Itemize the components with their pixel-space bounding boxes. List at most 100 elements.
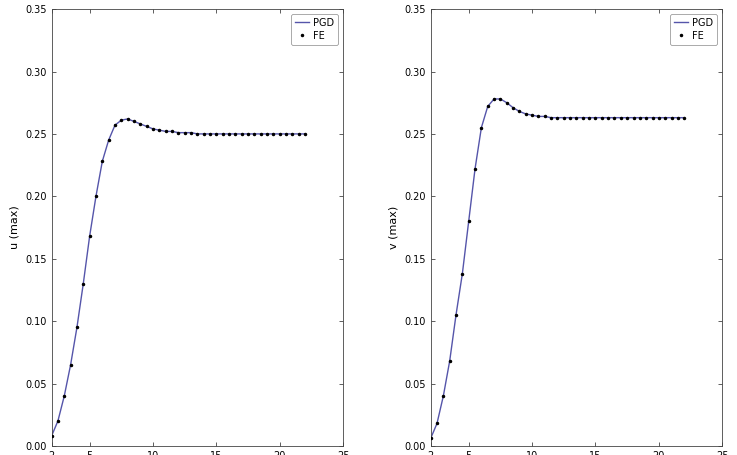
FE — [503, 100, 511, 106]
PGD — [433, 421, 441, 426]
FE — [47, 433, 56, 439]
PGD — [547, 115, 556, 121]
PGD — [458, 271, 467, 276]
PGD — [47, 433, 56, 439]
FE — [521, 111, 530, 116]
FE — [72, 324, 81, 330]
PGD — [174, 130, 183, 136]
FE — [60, 393, 69, 399]
FE — [98, 159, 107, 164]
FE — [458, 271, 467, 276]
PGD — [250, 131, 259, 136]
FE — [496, 96, 505, 101]
FE — [534, 114, 543, 119]
PGD — [262, 131, 271, 136]
PGD — [104, 137, 113, 143]
PGD — [642, 115, 651, 121]
Legend: PGD, FE: PGD, FE — [670, 14, 717, 45]
FE — [515, 109, 524, 114]
Y-axis label: u (max): u (max) — [10, 206, 20, 249]
PGD — [635, 115, 644, 121]
PGD — [553, 115, 562, 121]
PGD — [604, 115, 612, 121]
FE — [680, 115, 688, 121]
FE — [635, 115, 644, 121]
FE — [566, 115, 575, 121]
Y-axis label: v (max): v (max) — [388, 206, 399, 249]
Line: PGD: PGD — [52, 119, 305, 436]
FE — [91, 193, 100, 199]
PGD — [161, 129, 170, 134]
FE — [667, 115, 676, 121]
PGD — [667, 115, 676, 121]
PGD — [123, 116, 132, 121]
FE — [231, 131, 240, 136]
FE — [572, 115, 581, 121]
FE — [161, 129, 170, 134]
PGD — [521, 111, 530, 116]
FE — [218, 131, 227, 136]
FE — [553, 115, 562, 121]
PGD — [598, 115, 607, 121]
PGD — [445, 358, 454, 364]
PGD — [193, 131, 202, 136]
Line: PGD: PGD — [430, 99, 684, 439]
PGD — [186, 130, 195, 136]
FE — [598, 115, 607, 121]
PGD — [661, 115, 670, 121]
FE — [256, 131, 265, 136]
PGD — [566, 115, 575, 121]
FE — [142, 124, 151, 129]
FE — [269, 131, 278, 136]
PGD — [572, 115, 581, 121]
FE — [276, 131, 284, 136]
PGD — [85, 233, 94, 239]
FE — [674, 115, 682, 121]
PGD — [98, 159, 107, 164]
FE — [130, 119, 139, 124]
FE — [654, 115, 663, 121]
PGD — [199, 131, 208, 136]
FE — [489, 96, 498, 101]
FE — [85, 233, 94, 239]
PGD — [269, 131, 278, 136]
PGD — [584, 115, 593, 121]
PGD — [591, 115, 600, 121]
FE — [244, 131, 253, 136]
PGD — [91, 193, 100, 199]
PGD — [282, 131, 290, 136]
FE — [579, 115, 587, 121]
PGD — [66, 362, 75, 368]
PGD — [654, 115, 663, 121]
PGD — [218, 131, 227, 136]
FE — [610, 115, 619, 121]
FE — [155, 127, 164, 133]
FE — [186, 130, 195, 136]
FE — [445, 358, 454, 364]
PGD — [288, 131, 297, 136]
PGD — [155, 127, 164, 133]
FE — [199, 131, 208, 136]
FE — [629, 115, 638, 121]
FE — [433, 421, 441, 426]
FE — [452, 312, 461, 318]
FE — [212, 131, 221, 136]
FE — [79, 281, 88, 286]
PGD — [503, 100, 511, 106]
FE — [262, 131, 271, 136]
PGD — [167, 129, 176, 134]
PGD — [610, 115, 619, 121]
FE — [604, 115, 612, 121]
FE — [123, 116, 132, 121]
PGD — [534, 114, 543, 119]
PGD — [616, 115, 625, 121]
FE — [104, 137, 113, 143]
FE — [591, 115, 600, 121]
PGD — [489, 96, 498, 101]
FE — [426, 436, 435, 441]
Line: FE: FE — [429, 97, 686, 440]
PGD — [256, 131, 265, 136]
FE — [136, 121, 144, 126]
PGD — [136, 121, 144, 126]
FE — [294, 131, 303, 136]
